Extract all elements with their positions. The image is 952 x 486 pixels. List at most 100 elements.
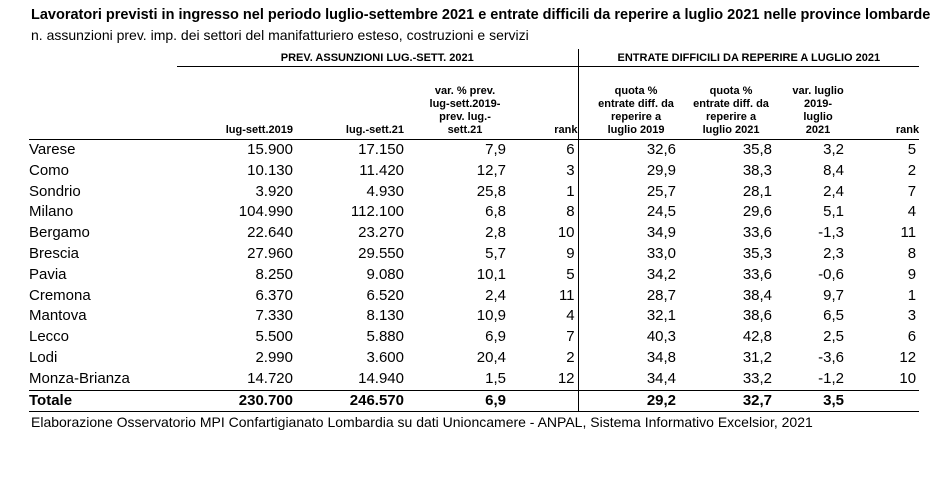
province-name: Monza-Brianza xyxy=(29,369,130,387)
table-cell: -3,6 xyxy=(818,348,845,366)
table-cell: 4 xyxy=(566,307,575,325)
table-cell: 33,0 xyxy=(577,243,677,265)
table-cell: 2.990 xyxy=(255,348,293,366)
table-cell: 29,9 xyxy=(577,160,677,182)
table-row: Sondrio 3.920 4.930 25,8 1 25,7 28,1 2,4 7 xyxy=(29,181,919,203)
province-name: Bergamo xyxy=(29,224,90,242)
table-cell: 35,8 xyxy=(742,141,773,158)
table-cell: 230.700 xyxy=(177,389,293,413)
province-name: Cremona xyxy=(29,286,91,304)
table-title: Lavoratori previsti in ingresso nel peri… xyxy=(31,7,931,23)
table-cell: 6,9 xyxy=(404,389,506,413)
table-cell: 38,3 xyxy=(742,161,773,179)
table-row: Mantova 7.330 8.130 10,9 4 32,1 38,6 6,5 3 xyxy=(29,306,919,328)
table-cell: 12 xyxy=(557,369,575,387)
column-header: rank xyxy=(844,66,920,140)
table-cell: 1,5 xyxy=(485,369,506,387)
table-cell: 33,6 xyxy=(742,265,773,283)
table-cell: 32,6 xyxy=(577,139,677,161)
table-cell: 10 xyxy=(557,224,575,242)
table-cell: 3 xyxy=(566,161,575,179)
table-cell: 28,7 xyxy=(577,285,677,307)
table-cell: 5 xyxy=(907,141,917,158)
table-cell: 10,9 xyxy=(476,307,506,325)
table-cell: 40,3 xyxy=(577,327,677,348)
table-cell: 8.130 xyxy=(366,307,404,325)
table-cell: 5,1 xyxy=(823,203,845,221)
table-cell: 5.500 xyxy=(255,328,293,346)
group-header-entrate-difficili: ENTRATE DIFFICILI DA REPERIRE A LUGLIO 2… xyxy=(577,49,920,67)
table-cell: -1,2 xyxy=(818,369,845,387)
table-cell: 7 xyxy=(566,328,575,346)
table-cell: 2,8 xyxy=(485,224,506,242)
table-cell: 3.920 xyxy=(255,182,293,200)
table-cell: 5 xyxy=(566,265,575,283)
table-cell: 17.150 xyxy=(358,141,404,158)
table-cell: 10,1 xyxy=(476,265,506,283)
table-cell: 11 xyxy=(900,224,917,242)
table-cell: 14.720 xyxy=(247,369,293,387)
table-row: Bergamo 22.640 23.270 2,8 10 34,9 33,6 -1,3 11 xyxy=(29,223,919,244)
table-cell: 11.420 xyxy=(359,161,404,179)
table-cell: 4 xyxy=(907,203,917,221)
table-cell xyxy=(506,389,579,413)
table-cell: 38,4 xyxy=(742,286,773,304)
table-cell: 10.130 xyxy=(247,161,293,179)
table-cell: 9,7 xyxy=(823,286,845,304)
table-cell: 2 xyxy=(566,348,575,366)
table-cell: -0,6 xyxy=(818,265,845,283)
table-cell: 9.080 xyxy=(366,265,404,283)
table-cell: 29,6 xyxy=(742,203,773,221)
province-name: Lodi xyxy=(29,348,58,366)
province-name: Pavia xyxy=(29,265,67,283)
table-cell: 4.930 xyxy=(366,182,404,200)
table-cell: 33,2 xyxy=(742,369,773,387)
column-header: lug-sett.2019 xyxy=(177,66,293,140)
province-name: Sondrio xyxy=(29,182,81,200)
table-cell: 6,8 xyxy=(485,203,506,221)
table-cell: 35,3 xyxy=(742,244,773,262)
table-cell: 8,4 xyxy=(823,161,845,179)
table-cell: 25,7 xyxy=(577,181,677,203)
table-cell xyxy=(844,389,920,413)
table-cell: 6,5 xyxy=(823,307,845,325)
table-cell: 7 xyxy=(907,182,917,200)
table-cell: 104.990 xyxy=(238,203,293,221)
source-note: Elaborazione Osservatorio MPI Confartigi… xyxy=(31,414,813,430)
table-cell: 2,3 xyxy=(823,244,845,262)
table-cell: 38,6 xyxy=(742,307,773,325)
table-cell: 22.640 xyxy=(247,224,293,242)
table-row: Brescia 27.960 29.550 5,7 9 33,0 35,3 2,3 8 xyxy=(29,243,919,265)
table-cell: 3.600 xyxy=(366,348,404,366)
header-spacer xyxy=(29,49,177,67)
province-name: Como xyxy=(29,161,70,179)
table-cell: 23.270 xyxy=(358,224,404,242)
table-cell: 12,7 xyxy=(476,161,506,179)
province-name: Totale xyxy=(29,389,177,413)
table-cell: 11 xyxy=(558,286,575,304)
province-name: Lecco xyxy=(29,328,70,346)
table-cell: 15.900 xyxy=(247,141,293,158)
table-cell: 32,7 xyxy=(676,389,773,413)
table-subtitle: n. assunzioni prev. imp. dei settori del… xyxy=(31,27,529,43)
table-cell: -1,3 xyxy=(818,224,845,242)
data-table: PREV. ASSUNZIONI LUG.-SETT. 2021 ENTRATE… xyxy=(29,49,920,413)
table-cell: 2,5 xyxy=(823,328,845,346)
table-cell: 14.940 xyxy=(358,369,404,387)
table-cell: 27.960 xyxy=(247,244,293,262)
table-cell: 8.250 xyxy=(255,265,293,283)
table-row: Cremona 6.370 6.520 2,4 11 28,7 38,4 9,7 1 xyxy=(29,285,919,307)
table-cell: 10 xyxy=(899,369,917,387)
table-row: Lecco 5.500 5.880 6,9 7 40,3 42,8 2,5 6 xyxy=(29,327,919,348)
column-header: quota % entrate diff. da reperire a lugl… xyxy=(577,66,677,140)
column-header: var. % prev. lug-sett.2019- prev. lug.- … xyxy=(404,66,506,140)
province-name: Varese xyxy=(29,141,76,158)
table-cell: 9 xyxy=(566,244,575,262)
column-header: quota % entrate diff. da reperire a lugl… xyxy=(676,66,773,140)
table-cell: 246.570 xyxy=(293,389,404,413)
table-cell: 29,2 xyxy=(577,389,677,413)
table-cell: 2,4 xyxy=(485,286,506,304)
table-cell: 12 xyxy=(899,348,917,366)
table-row: Monza-Brianza 14.720 14.940 1,5 12 34,4 33,2 -1… xyxy=(29,368,919,391)
province-name: Brescia xyxy=(29,244,80,262)
